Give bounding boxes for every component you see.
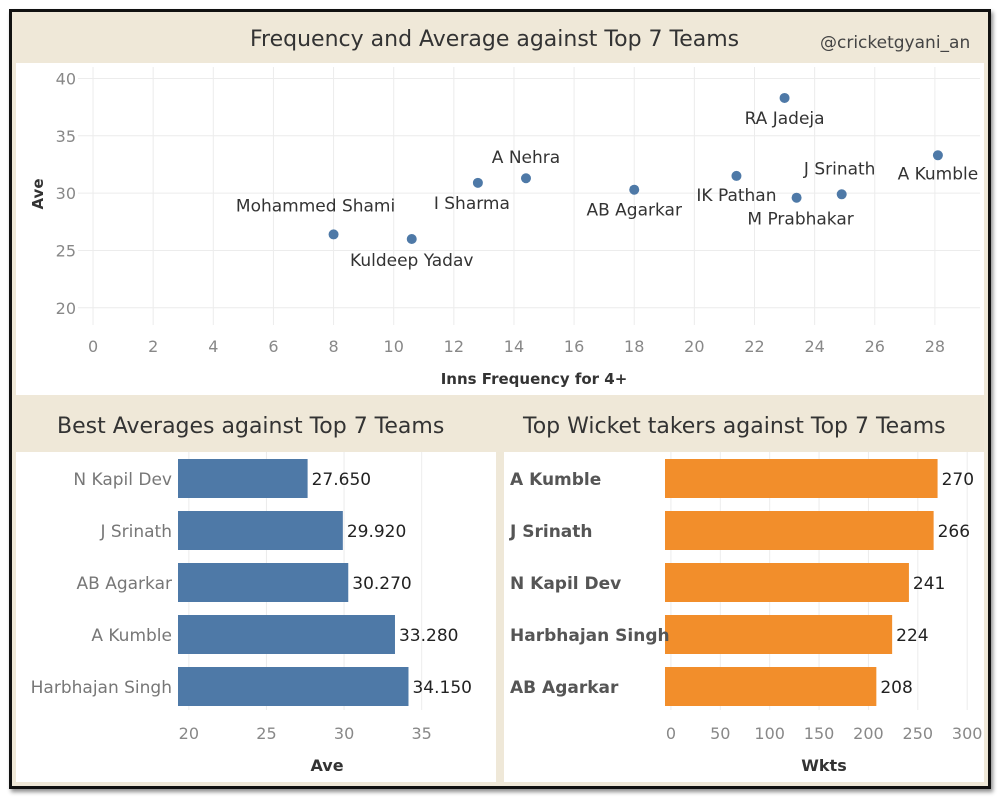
y-tick-label: 25 <box>56 241 76 260</box>
bar-value-label: 33.280 <box>399 626 458 646</box>
y-tick-label: 20 <box>56 299 76 318</box>
category-label: AB Agarkar <box>77 574 172 594</box>
x-tick-label: 4 <box>208 337 218 356</box>
x-tick-label: 8 <box>328 337 338 356</box>
x-tick-label: 100 <box>754 724 785 743</box>
bar <box>178 459 308 498</box>
y-tick-label: 35 <box>56 127 76 146</box>
scatter-chart: 0 2 4 6 8 10 12 14 16 18 20 22 24 26 282025303540Inns … <box>16 63 984 395</box>
point-label: J Srinath <box>803 159 876 179</box>
x-tick-label: 20 <box>684 337 704 356</box>
x-tick-label: 12 <box>444 337 464 356</box>
bar-value-label: 208 <box>880 678 912 698</box>
bar-value-label: 29.920 <box>347 522 406 542</box>
category-label: A Kumble <box>510 470 601 490</box>
scatter-plot-bg <box>16 63 984 395</box>
x-tick-label: 14 <box>504 337 524 356</box>
category-label: AB Agarkar <box>510 678 619 698</box>
averages-bar-chart: 20 25 30 35 Ave 27.650 N Kapil Dev 29.920 J Srin… <box>16 452 496 782</box>
x-tick-label: 250 <box>903 724 934 743</box>
bar-value-label: 27.650 <box>312 470 371 490</box>
category-label: J Srinath <box>99 522 172 542</box>
bar <box>665 667 877 706</box>
wickets-bar-chart: 0 50 100 150 200 250 300 Wkts 270 A Kumble 266 J Sr… <box>504 452 984 782</box>
bar <box>665 511 934 550</box>
point-label: Kuldeep Yadav <box>350 251 473 271</box>
x-tick-label: 16 <box>564 337 584 356</box>
scatter-point <box>472 177 483 188</box>
point-label: I Sharma <box>434 194 510 214</box>
x-tick-label: 25 <box>256 724 276 743</box>
averages-title: Best Averages against Top 7 Teams <box>57 414 445 439</box>
x-tick-label: 18 <box>624 337 644 356</box>
point-label: M Prabhakar <box>747 210 853 230</box>
scatter-point <box>932 150 943 161</box>
bar <box>178 615 395 654</box>
bar <box>665 615 893 654</box>
point-label: IK Pathan <box>696 186 776 206</box>
y-tick-label: 30 <box>56 184 76 203</box>
x-tick-label: 50 <box>710 724 730 743</box>
bar <box>665 563 909 602</box>
scatter-point <box>836 189 847 200</box>
bar-value-label: 270 <box>942 470 974 490</box>
scatter-point <box>406 234 417 244</box>
wickets-title: Top Wicket takers against Top 7 Teams <box>523 414 946 439</box>
scatter-title: Frequency and Average against Top 7 Team… <box>250 27 740 52</box>
bar-value-label: 266 <box>938 522 970 542</box>
x-axis-label: Wkts <box>801 756 846 775</box>
y-axis-label: Ave <box>29 178 47 209</box>
category-label: N Kapil Dev <box>73 470 172 490</box>
x-tick-label: 24 <box>804 337 824 356</box>
point-label: A Kumble <box>898 164 979 184</box>
twitter-handle: @cricketgyani_an <box>820 33 971 53</box>
x-tick-label: 28 <box>925 337 945 356</box>
x-axis-label: Inns Frequency for 4+ <box>441 370 628 388</box>
x-tick-label: 150 <box>804 724 835 743</box>
bar <box>178 667 409 706</box>
x-axis-label: Ave <box>310 756 343 775</box>
x-tick-label: 26 <box>865 337 885 356</box>
x-tick-label: 35 <box>411 724 431 743</box>
x-tick-label: 10 <box>384 337 404 356</box>
point-label: RA Jadeja <box>745 109 825 129</box>
bar <box>178 563 349 602</box>
y-tick-label: 40 <box>56 69 76 88</box>
scatter-point <box>629 184 640 195</box>
x-tick-label: 30 <box>334 724 354 743</box>
x-tick-label: 0 <box>88 337 98 356</box>
x-tick-label: 2 <box>148 337 158 356</box>
x-tick-label: 6 <box>268 337 278 356</box>
category-label: A Kumble <box>91 626 172 646</box>
bar-value-label: 30.270 <box>352 574 411 594</box>
bar-value-label: 224 <box>896 626 928 646</box>
bar <box>665 459 938 498</box>
category-label: Harbhajan Singh <box>31 678 172 698</box>
point-label: AB Agarkar <box>586 201 681 221</box>
scatter-point <box>779 92 790 103</box>
bar-value-label: 34.150 <box>412 678 471 698</box>
scatter-point <box>328 229 339 240</box>
x-tick-label: 0 <box>666 724 676 743</box>
point-label: Mohammed Shami <box>236 196 395 216</box>
scatter-point <box>731 170 742 181</box>
x-tick-label: 200 <box>853 724 884 743</box>
scatter-point <box>520 173 531 184</box>
scatter-point <box>791 192 802 203</box>
point-label: A Nehra <box>492 148 560 168</box>
x-tick-label: 300 <box>952 724 983 743</box>
bar-value-label: 241 <box>913 574 945 594</box>
category-label: N Kapil Dev <box>510 574 621 594</box>
category-label: Harbhajan Singh <box>510 626 670 646</box>
x-tick-label: 20 <box>179 724 199 743</box>
bar <box>178 511 343 550</box>
category-label: J Srinath <box>509 522 593 542</box>
x-tick-label: 22 <box>744 337 764 356</box>
